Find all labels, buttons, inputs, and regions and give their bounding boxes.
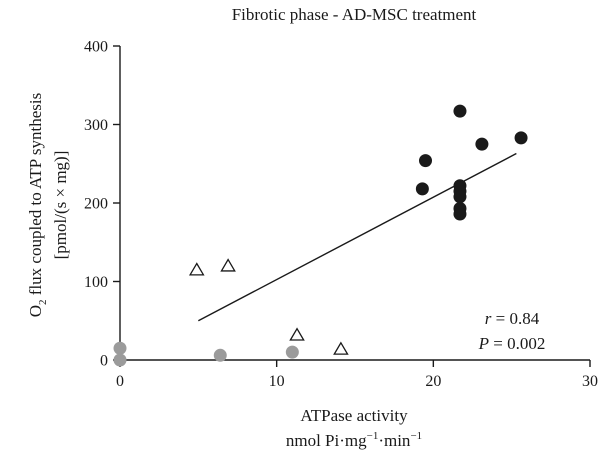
data-point-black [453,207,467,221]
x-axis-units: nmol Pi·mg−1·min−1 [286,430,422,450]
p-value: = 0.002 [489,334,545,353]
r-value: = 0.84 [491,309,539,328]
y-axis-title-group: O2 flux coupled to ATP synthesis [pmol/(… [26,93,70,317]
regression-line [198,152,517,322]
data-points [113,104,528,367]
y-axis-title: O2 flux coupled to ATP synthesis [26,93,49,317]
data-point-black [475,137,489,151]
x-axis-title: ATPase activity [300,406,408,425]
x-units-sup-1: −1 [367,430,379,442]
p-symbol: P [478,334,489,353]
data-point-gray [285,345,299,359]
y-tick-label: 100 [84,274,108,291]
y-title-sub: 2 [37,299,49,305]
r-symbol: r [485,309,492,328]
y-tick-label: 200 [84,196,108,213]
y-tick-label: 300 [84,117,108,134]
x-units-prefix: nmol Pi·mg [286,431,367,450]
data-point-gray [113,341,127,355]
data-point-triangle [220,258,236,272]
y-tick-label: 0 [100,353,108,370]
chart-title: Fibrotic phase - AD-MSC treatment [232,5,477,24]
x-units-sup-2: −1 [410,430,422,442]
y-axis-ticks: 0 100 200 300 400 [84,39,120,370]
x-units-mid: ·min [378,431,411,450]
y-title-rest: flux coupled to ATP synthesis [26,93,45,300]
data-point-triangle [188,262,205,276]
x-tick-label: 10 [269,373,285,390]
data-point-gray [113,353,127,367]
x-tick-label: 30 [582,373,598,390]
y-axis-units: [pmol/(s × mg)] [51,151,70,260]
y-title-o: O [26,305,45,317]
data-point-black [415,182,429,196]
x-axis-ticks: 0 10 20 30 [116,360,598,390]
data-point-black [419,154,432,168]
x-tick-label: 0 [116,373,124,390]
p-annotation: P = 0.002 [478,334,546,353]
y-tick-label: 400 [84,39,108,56]
data-point-black [453,190,467,204]
data-point-triangle [289,327,305,341]
data-point-black [514,131,528,145]
x-tick-label: 20 [425,373,441,390]
data-point-gray [213,348,227,362]
r-annotation: r = 0.84 [485,309,540,328]
data-point-triangle [333,341,349,355]
data-point-black [453,104,467,118]
